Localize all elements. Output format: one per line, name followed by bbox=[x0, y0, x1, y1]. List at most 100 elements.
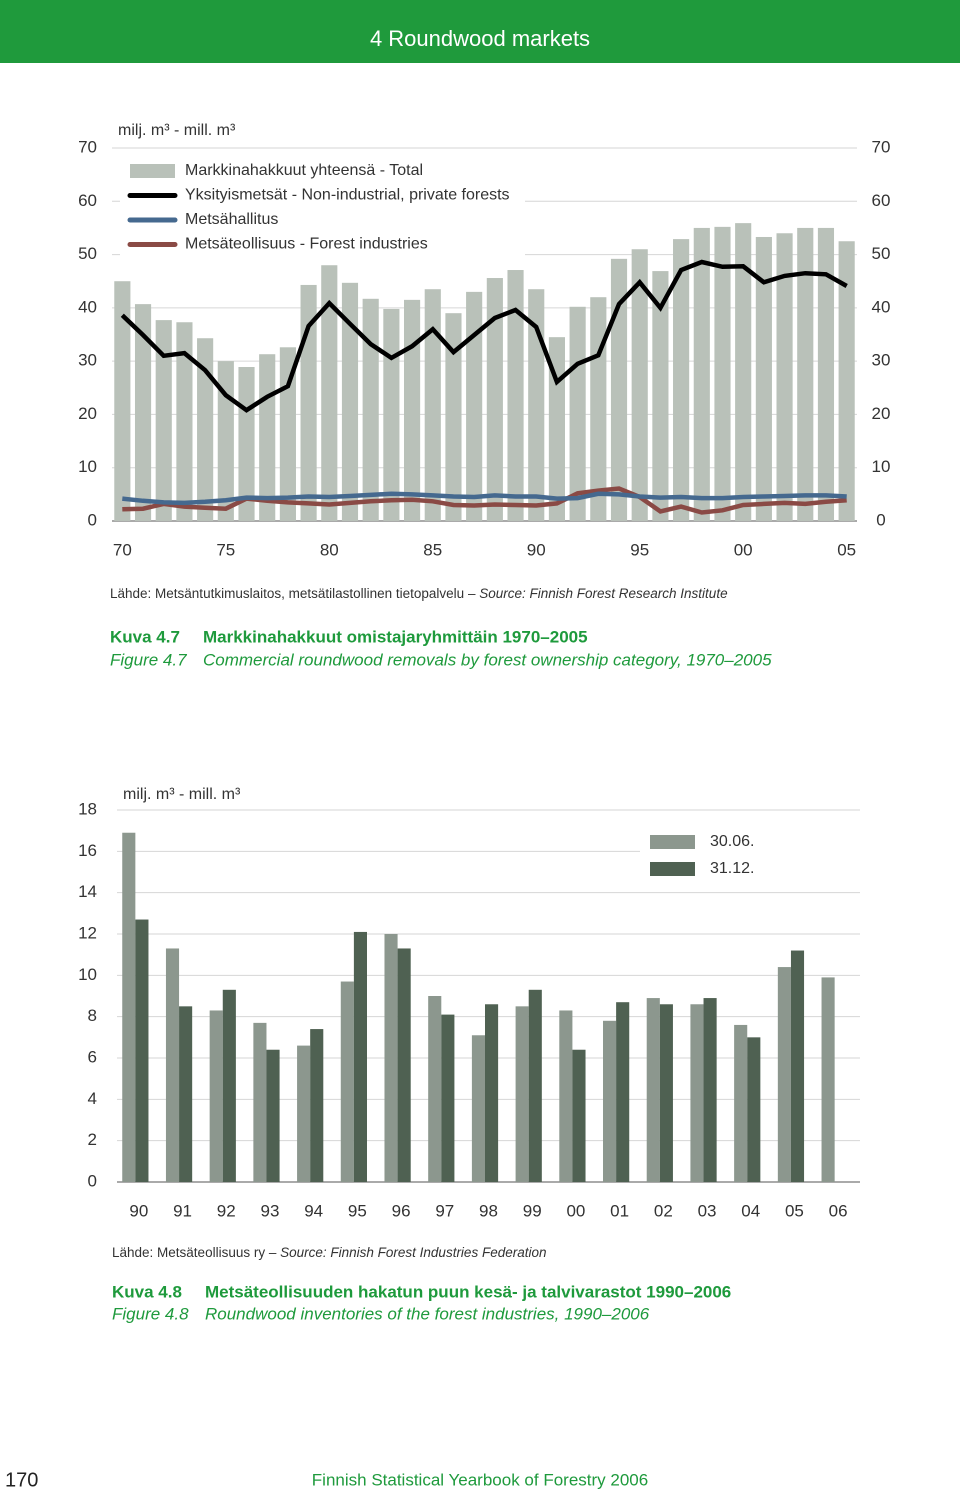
legend-swatch bbox=[650, 862, 695, 876]
footer-title: Finnish Statistical Yearbook of Forestry… bbox=[312, 1470, 648, 1489]
bar bbox=[507, 270, 524, 521]
bar bbox=[403, 299, 421, 521]
x-tick-label: 99 bbox=[523, 1201, 542, 1220]
x-tick-label: 92 bbox=[217, 1201, 236, 1220]
caption-title: Metsäteollisuuden hakatun puun kesä- ja … bbox=[205, 1282, 731, 1301]
unit-label: milj. m³ - mill. m³ bbox=[118, 122, 236, 139]
y-tick-label: 6 bbox=[88, 1047, 97, 1066]
x-tick-label: 80 bbox=[320, 540, 339, 559]
bar bbox=[797, 227, 814, 521]
y-tick-label: 20 bbox=[78, 404, 97, 423]
bar bbox=[310, 1029, 324, 1182]
bar bbox=[134, 304, 152, 521]
bar bbox=[646, 998, 660, 1182]
bar bbox=[714, 226, 731, 521]
bar bbox=[135, 919, 149, 1182]
bar bbox=[209, 1010, 223, 1182]
bar bbox=[703, 998, 717, 1182]
y-tick-label: 12 bbox=[78, 923, 97, 942]
y-tick-label: 10 bbox=[78, 965, 97, 984]
bar bbox=[445, 313, 462, 521]
x-tick-label: 91 bbox=[173, 1201, 192, 1220]
x-tick-label: 90 bbox=[527, 540, 546, 559]
y-tick-label: 30 bbox=[78, 351, 97, 370]
source: Lähde: Metsäntutkimuslaitos, metsätilast… bbox=[110, 586, 728, 601]
bar bbox=[572, 1049, 586, 1182]
caption-label: Figure 4.8 bbox=[112, 1304, 189, 1323]
bar bbox=[747, 1037, 761, 1182]
unit-label: milj. m³ - mill. m³ bbox=[123, 786, 241, 803]
x-tick-label: 94 bbox=[304, 1201, 323, 1220]
bar bbox=[340, 981, 354, 1182]
legend-label: 31.12. bbox=[710, 860, 754, 877]
y2-tick-label: 40 bbox=[872, 297, 891, 316]
bar bbox=[114, 281, 131, 521]
x-tick-label: 00 bbox=[734, 540, 753, 559]
bar bbox=[397, 948, 411, 1182]
y-tick-label: 50 bbox=[78, 244, 97, 263]
bar bbox=[384, 934, 398, 1182]
x-tick-label: 03 bbox=[698, 1201, 717, 1220]
x-tick-label: 95 bbox=[348, 1201, 367, 1220]
legend-label: Metsähallitus bbox=[185, 211, 278, 228]
x-tick-label: 00 bbox=[566, 1201, 585, 1220]
bar bbox=[777, 967, 791, 1182]
x-tick-label: 01 bbox=[610, 1201, 629, 1220]
caption-title: Commercial roundwood removals by forest … bbox=[203, 650, 772, 669]
y2-tick-label: 50 bbox=[872, 244, 891, 263]
x-tick-label: 02 bbox=[654, 1201, 673, 1220]
caption-title: Markkinahakkuut omistajaryhmittäin 1970–… bbox=[203, 627, 588, 646]
x-tick-label: 90 bbox=[129, 1201, 148, 1220]
caption-label: Kuva 4.7 bbox=[110, 627, 180, 646]
legend-label: Yksityismetsät - Non-industrial, private… bbox=[185, 187, 510, 204]
bar bbox=[590, 297, 607, 521]
bar bbox=[821, 977, 835, 1182]
bar bbox=[266, 1049, 280, 1182]
bar bbox=[486, 278, 503, 521]
y2-tick-label: 70 bbox=[872, 137, 891, 156]
page-number: 170 bbox=[5, 1469, 38, 1491]
bar bbox=[253, 1022, 267, 1182]
y-tick-label: 70 bbox=[78, 137, 97, 156]
y-tick-label: 18 bbox=[78, 799, 97, 818]
x-tick-label: 98 bbox=[479, 1201, 498, 1220]
bar bbox=[559, 1010, 573, 1182]
bar bbox=[362, 298, 379, 521]
bar bbox=[471, 1035, 486, 1182]
legend-box bbox=[120, 157, 525, 257]
bar bbox=[569, 306, 586, 521]
bar bbox=[734, 1024, 748, 1182]
y-tick-label: 10 bbox=[78, 457, 97, 476]
bar bbox=[353, 931, 367, 1182]
bar bbox=[817, 227, 835, 521]
y-tick-label: 4 bbox=[88, 1089, 97, 1108]
bar bbox=[528, 289, 545, 521]
y2-tick-label: 20 bbox=[872, 404, 891, 423]
bar bbox=[217, 361, 234, 521]
x-tick-label: 05 bbox=[785, 1201, 804, 1220]
x-tick-label: 75 bbox=[216, 540, 235, 559]
y-tick-label: 0 bbox=[88, 1171, 97, 1190]
y-tick-label: 16 bbox=[78, 841, 97, 860]
bar bbox=[466, 291, 483, 521]
bar bbox=[755, 236, 772, 522]
bar bbox=[341, 282, 359, 521]
bar bbox=[485, 1004, 499, 1182]
x-tick-label: 93 bbox=[261, 1201, 280, 1220]
x-tick-label: 97 bbox=[435, 1201, 454, 1220]
bar bbox=[548, 337, 566, 521]
bar bbox=[197, 338, 214, 521]
bar bbox=[776, 233, 793, 521]
line bbox=[122, 491, 847, 506]
y2-tick-label: 0 bbox=[876, 510, 885, 529]
bar bbox=[735, 223, 752, 521]
source-fi: Lähde: Metsäteollisuus ry – bbox=[112, 1245, 277, 1260]
bar bbox=[690, 1004, 704, 1182]
bar bbox=[176, 322, 193, 521]
bar bbox=[652, 271, 669, 521]
bar bbox=[631, 249, 648, 521]
y-tick-label: 60 bbox=[78, 191, 97, 210]
y-tick-label: 14 bbox=[78, 882, 97, 901]
y-tick-label: 40 bbox=[78, 297, 97, 316]
